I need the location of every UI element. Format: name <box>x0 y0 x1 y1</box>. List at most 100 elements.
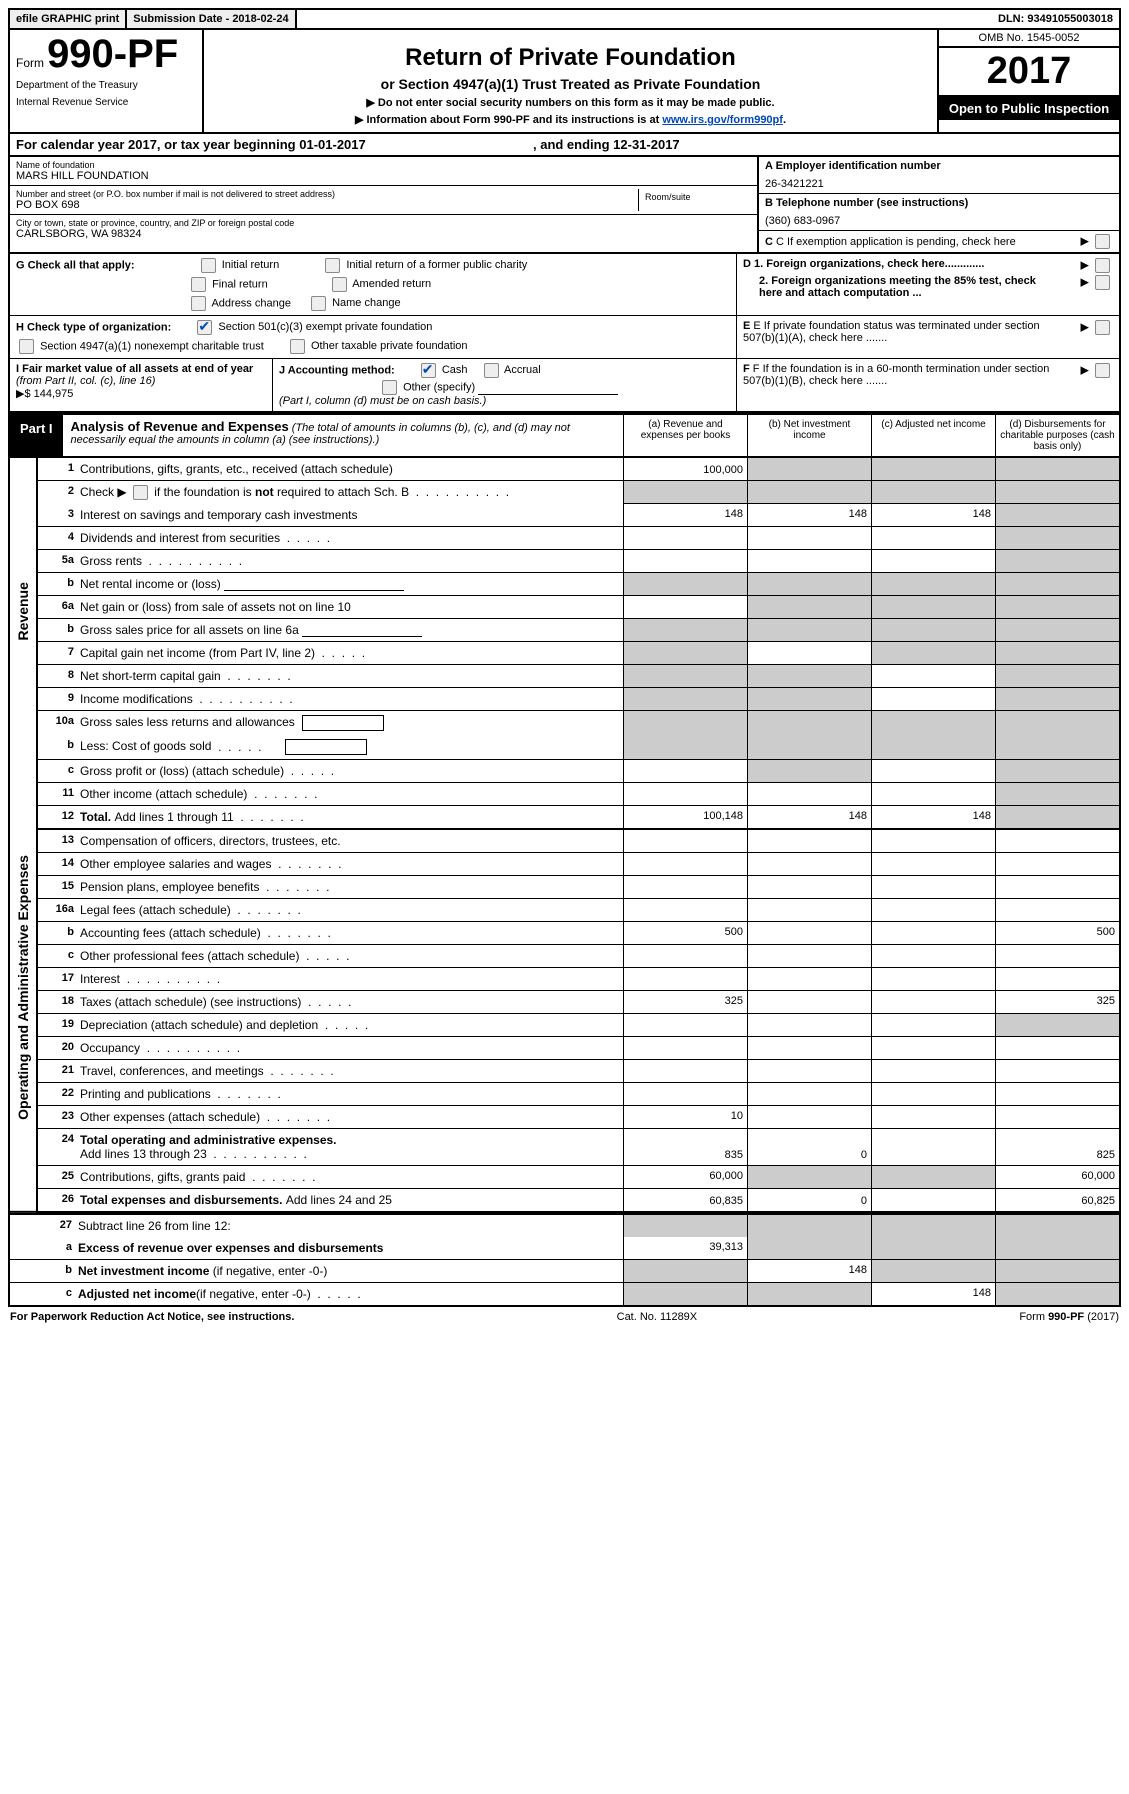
line-10a: Gross sales less returns and allowances <box>80 711 623 735</box>
dept-irs: Internal Revenue Service <box>16 97 196 108</box>
city-state-zip: CARLSBORG, WA 98324 <box>16 228 751 240</box>
cb-e[interactable] <box>1095 320 1110 335</box>
line-21: Travel, conferences, and meetings <box>80 1060 623 1082</box>
fmv-value: ▶$ 144,975 <box>16 388 73 400</box>
l3-b: 148 <box>747 504 871 526</box>
line-15: Pension plans, employee benefits <box>80 876 623 898</box>
line-8: Net short-term capital gain <box>80 665 623 687</box>
header-right: OMB No. 1545-0052 2017 Open to Public In… <box>937 30 1119 132</box>
cb-name-change[interactable] <box>311 296 326 311</box>
catalog-number: Cat. No. 11289X <box>617 1311 698 1323</box>
calendar-year-row: For calendar year 2017, or tax year begi… <box>8 134 1121 157</box>
line-20: Occupancy <box>80 1037 623 1059</box>
cb-cash[interactable] <box>421 363 436 378</box>
line-10b: Less: Cost of goods sold <box>80 735 623 759</box>
section-e: E E If private foundation status was ter… <box>736 316 1119 358</box>
cb-501c3[interactable] <box>197 320 212 335</box>
room-cell: Room/suite <box>639 189 751 211</box>
paperwork-notice: For Paperwork Reduction Act Notice, see … <box>10 1311 294 1323</box>
foundation-name: MARS HILL FOUNDATION <box>16 170 751 182</box>
line-17: Interest <box>80 968 623 990</box>
checkbox-c[interactable] <box>1095 234 1110 249</box>
section-h: H Check type of organization: Section 50… <box>10 316 736 358</box>
l26-d: 60,825 <box>995 1189 1119 1211</box>
line-12: Total. Add lines 1 through 11 <box>80 806 623 828</box>
cb-d1[interactable] <box>1095 258 1110 273</box>
expenses-label: Operating and Administrative Expenses <box>10 765 36 1213</box>
header-mid: Return of Private Foundation or Section … <box>204 30 937 132</box>
page-footer: For Paperwork Reduction Act Notice, see … <box>8 1307 1121 1327</box>
line-27a: Excess of revenue over expenses and disb… <box>78 1237 623 1259</box>
form-title: Return of Private Foundation <box>210 44 931 72</box>
section-i: I Fair market value of all assets at end… <box>10 359 273 411</box>
part1-table: Revenue Operating and Administrative Exp… <box>8 458 1121 1215</box>
cb-4947a1[interactable] <box>19 339 34 354</box>
form-subtitle: or Section 4947(a)(1) Trust Treated as P… <box>210 76 931 92</box>
address: PO BOX 698 <box>16 199 638 211</box>
line-25: Contributions, gifts, grants paid <box>80 1166 623 1188</box>
line-10c: Gross profit or (loss) (attach schedule) <box>80 760 623 782</box>
cb-other-method[interactable] <box>382 380 397 395</box>
col-d-header: (d) Disbursements for charitable purpose… <box>995 415 1119 456</box>
form-number: 990-PF <box>47 32 178 76</box>
dln: DLN: 93491055003018 <box>992 10 1119 28</box>
cb-final-return[interactable] <box>191 277 206 292</box>
line-5a: Gross rents <box>80 550 623 572</box>
line-24: Total operating and administrative expen… <box>80 1129 623 1165</box>
l27a-a: 39,313 <box>623 1237 747 1259</box>
cb-sch-b[interactable] <box>133 485 148 500</box>
line-27: Subtract line 26 from line 12: <box>78 1215 623 1237</box>
efile-button[interactable]: efile GRAPHIC print <box>10 10 127 28</box>
l12-b: 148 <box>747 806 871 828</box>
line-22: Printing and publications <box>80 1083 623 1105</box>
cb-d2[interactable] <box>1095 275 1110 290</box>
dept-treasury: Department of the Treasury <box>16 80 196 91</box>
line-16a: Legal fees (attach schedule) <box>80 899 623 921</box>
phone-cell: B Telephone number (see instructions) (3… <box>759 194 1119 231</box>
col-a-header: (a) Revenue and expenses per books <box>623 415 747 456</box>
ein: 26-3421221 <box>765 178 1113 190</box>
line-27b: Net investment income (if negative, ente… <box>78 1260 623 1282</box>
cb-amended[interactable] <box>332 277 347 292</box>
part1-badge: Part I <box>10 415 63 456</box>
cb-address-change[interactable] <box>191 296 206 311</box>
form-header: Form 990-PF Department of the Treasury I… <box>8 30 1121 134</box>
section-f: F F If the foundation is in a 60-month t… <box>737 359 1119 411</box>
cb-accrual[interactable] <box>484 363 499 378</box>
l1-a: 100,000 <box>623 458 747 480</box>
cb-other-taxable[interactable] <box>290 339 305 354</box>
ein-cell: A Employer identification number 26-3421… <box>759 157 1119 194</box>
l18-a: 325 <box>623 991 747 1013</box>
line-5b: Net rental income or (loss) <box>80 573 623 595</box>
line-6b: Gross sales price for all assets on line… <box>80 619 623 641</box>
line-27-block: 27Subtract line 26 from line 12: aExcess… <box>8 1215 1121 1307</box>
address-cell: Number and street (or P.O. box number if… <box>16 189 639 211</box>
l3-c: 148 <box>871 504 995 526</box>
line-7: Capital gain net income (from Part IV, l… <box>80 642 623 664</box>
cb-initial-former[interactable] <box>325 258 340 273</box>
line-14: Other employee salaries and wages <box>80 853 623 875</box>
line-3: Interest on savings and temporary cash i… <box>80 504 623 526</box>
col-c-header: (c) Adjusted net income <box>871 415 995 456</box>
cb-f[interactable] <box>1095 363 1110 378</box>
phone: (360) 683-0967 <box>765 215 1113 227</box>
l24-a: 835 <box>623 1129 747 1165</box>
entity-info: Name of foundation MARS HILL FOUNDATION … <box>8 157 1121 254</box>
line-27c: Adjusted net income(if negative, enter -… <box>78 1283 623 1305</box>
ssn-note: ▶ Do not enter social security numbers o… <box>210 96 931 109</box>
tax-year: 2017 <box>939 48 1119 97</box>
cb-initial-return[interactable] <box>201 258 216 273</box>
l23-a: 10 <box>623 1106 747 1128</box>
open-to-public: Open to Public Inspection <box>939 97 1119 120</box>
check-sections: G Check all that apply: Initial return I… <box>8 254 1121 413</box>
line-18: Taxes (attach schedule) (see instruction… <box>80 991 623 1013</box>
section-c: C C If exemption application is pending,… <box>759 231 1119 252</box>
section-j: J Accounting method: Cash Accrual Other … <box>273 359 737 411</box>
l12-a: 100,148 <box>623 806 747 828</box>
line-9: Income modifications <box>80 688 623 710</box>
section-g: G Check all that apply: Initial return I… <box>10 254 736 315</box>
irs-link[interactable]: www.irs.gov/form990pf <box>662 114 783 126</box>
l26-a: 60,835 <box>623 1189 747 1211</box>
line-6a: Net gain or (loss) from sale of assets n… <box>80 596 623 618</box>
info-note: ▶ Information about Form 990-PF and its … <box>210 113 931 126</box>
